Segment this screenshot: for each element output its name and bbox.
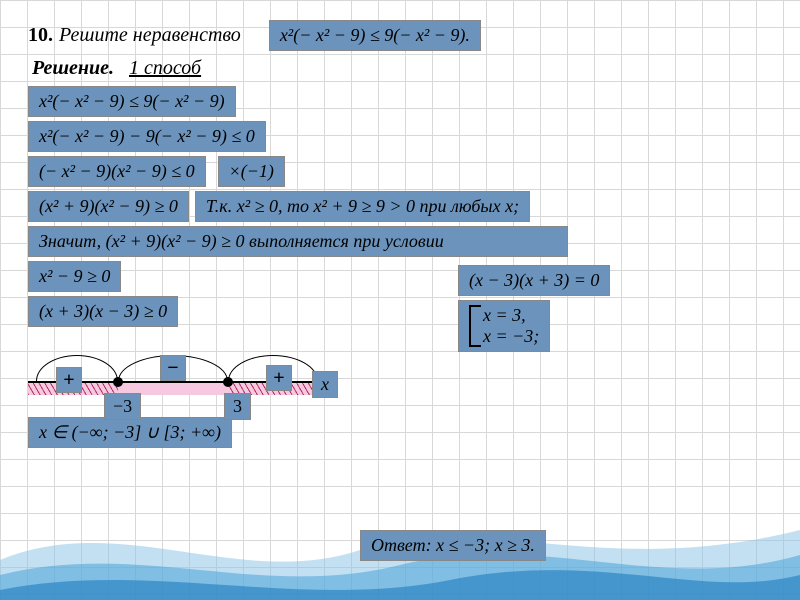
right-column: (x − 3)(x + 3) = 0 x = 3, x = −3; bbox=[458, 265, 610, 356]
nl-point-label: −3 bbox=[104, 393, 141, 420]
nl-axis-label: x bbox=[312, 371, 338, 398]
nl-sign: + bbox=[56, 367, 82, 393]
right-system: x = 3, x = −3; bbox=[458, 300, 550, 352]
right-equation: (x − 3)(x + 3) = 0 bbox=[458, 265, 610, 296]
answer-box: Ответ: x ≤ −3; x ≥ 3. bbox=[360, 530, 546, 561]
slide-content: 10. Решите неравенство x²(− x² − 9) ≤ 9(… bbox=[0, 0, 800, 472]
step-3b: ×(−1) bbox=[218, 156, 285, 187]
problem-formula: x²(− x² − 9) ≤ 9(− x² − 9). bbox=[269, 20, 481, 51]
sys-line-1: x = 3, bbox=[483, 305, 539, 326]
step-1: x²(− x² − 9) ≤ 9(− x² − 9) bbox=[28, 86, 236, 117]
method-label: 1 способ bbox=[129, 57, 201, 79]
problem-number: 10. bbox=[28, 24, 53, 47]
solution-subtitle: Решение. 1 способ bbox=[32, 57, 772, 80]
nl-sign: + bbox=[266, 365, 292, 391]
step-4a: (x² + 9)(x² − 9) ≥ 0 bbox=[28, 191, 189, 222]
step-4b: Т.к. x² ≥ 0, то x² + 9 ≥ 9 > 0 при любых… bbox=[195, 191, 530, 222]
step-2: x²(− x² − 9) − 9(− x² − 9) ≤ 0 bbox=[28, 121, 266, 152]
problem-title: Решите неравенство bbox=[59, 24, 241, 47]
step-3a: (− x² − 9)(x² − 9) ≤ 0 bbox=[28, 156, 206, 187]
left-column: x² − 9 ≥ 0 (x + 3)(x − 3) ≥ 0 −3 3 + − + x x … bbox=[28, 261, 338, 452]
nl-point-label: 3 bbox=[224, 393, 251, 420]
step-5: Значит, (x² + 9)(x² − 9) ≥ 0 выполняется… bbox=[28, 226, 568, 257]
step-6: x² − 9 ≥ 0 bbox=[28, 261, 121, 292]
nl-sign: − bbox=[160, 355, 186, 381]
number-line-plot: −33+−+x bbox=[28, 335, 338, 415]
step-7: (x + 3)(x − 3) ≥ 0 bbox=[28, 296, 178, 327]
step-8: x ∈ (−∞; −3] ∪ [3; +∞) bbox=[28, 417, 232, 448]
sys-line-2: x = −3; bbox=[483, 326, 539, 347]
title-row: 10. Решите неравенство x²(− x² − 9) ≤ 9(… bbox=[28, 20, 772, 51]
solution-label: Решение. bbox=[32, 57, 114, 79]
